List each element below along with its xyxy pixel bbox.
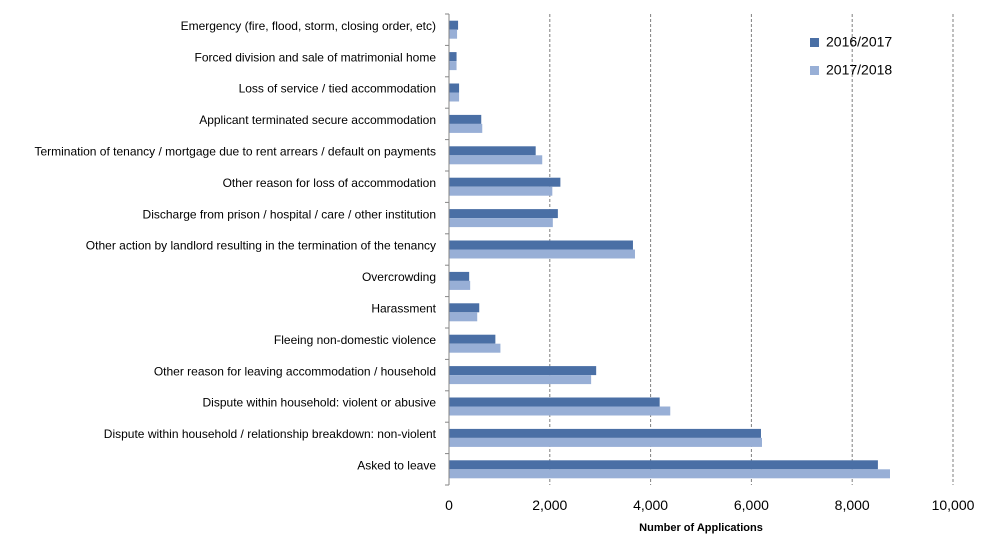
category-labels: Emergency (fire, flood, storm, closing o… [34, 19, 436, 473]
x-axis-title: Number of Applications [639, 522, 763, 534]
x-tick-label: 6,000 [734, 497, 769, 513]
bar-1-5 [449, 177, 561, 187]
category-label: Fleeing non-domestic violence [274, 333, 436, 347]
category-label: Other action by landlord resulting in th… [86, 239, 436, 253]
bar-2-10 [449, 343, 501, 353]
bar-2-6 [449, 218, 553, 228]
category-label: Applicant terminated secure accommodatio… [199, 113, 436, 127]
bar-1-0 [449, 20, 459, 30]
bar-2-4 [449, 155, 543, 165]
bar-2-12 [449, 406, 671, 416]
bar-2-13 [449, 437, 762, 447]
legend: 2016/2017 2017/2018 [810, 34, 892, 78]
legend-label-1: 2016/2017 [826, 34, 892, 50]
x-tick-labels: 0 2,000 4,000 6,000 8,000 10,000 [445, 497, 975, 513]
bar-1-9 [449, 303, 480, 313]
bar-1-13 [449, 428, 761, 438]
category-label: Discharge from prison / hospital / care … [143, 207, 436, 221]
bar-1-14 [449, 460, 878, 470]
x-tick-label: 0 [445, 497, 453, 513]
bar-1-10 [449, 334, 496, 344]
bar-2-0 [449, 29, 458, 39]
category-label: Dispute within household / relationship … [104, 427, 437, 441]
x-tick-label: 2,000 [532, 497, 567, 513]
category-label: Emergency (fire, flood, storm, closing o… [181, 19, 436, 33]
bar-2-11 [449, 375, 592, 385]
bar-1-8 [449, 271, 470, 281]
bar-2-1 [449, 61, 457, 71]
legend-swatch-2 [810, 66, 819, 75]
legend-swatch-1 [810, 38, 819, 47]
bar-1-11 [449, 366, 597, 376]
category-label: Loss of service / tied accommodation [239, 82, 436, 96]
bar-2-3 [449, 123, 483, 133]
bar-2-14 [449, 469, 890, 479]
x-tick-label: 10,000 [932, 497, 975, 513]
bar-1-2 [449, 83, 460, 93]
bar-1-12 [449, 397, 660, 407]
bar-2-9 [449, 312, 478, 322]
bar-2-8 [449, 280, 471, 290]
bar-1-7 [449, 240, 633, 250]
bar-2-5 [449, 186, 553, 196]
bar-2-7 [449, 249, 635, 259]
bar-2-2 [449, 92, 460, 102]
category-label: Other reason for loss of accommodation [223, 176, 436, 190]
category-label: Overcrowding [362, 270, 436, 284]
bar-1-4 [449, 146, 536, 156]
category-label: Other reason for leaving accommodation /… [154, 364, 436, 378]
category-label: Forced division and sale of matrimonial … [195, 50, 437, 64]
bar-1-3 [449, 114, 482, 124]
x-tick-label: 8,000 [835, 497, 870, 513]
category-label: Harassment [371, 301, 436, 315]
axes [445, 13, 450, 486]
bar-1-6 [449, 209, 558, 219]
bar-1-1 [449, 52, 457, 62]
category-label: Termination of tenancy / mortgage due to… [34, 144, 436, 158]
bars [449, 20, 890, 479]
legend-label-2: 2017/2018 [826, 62, 892, 78]
category-label: Asked to leave [357, 458, 436, 472]
category-label: Dispute within household: violent or abu… [203, 396, 437, 410]
x-tick-label: 4,000 [633, 497, 668, 513]
